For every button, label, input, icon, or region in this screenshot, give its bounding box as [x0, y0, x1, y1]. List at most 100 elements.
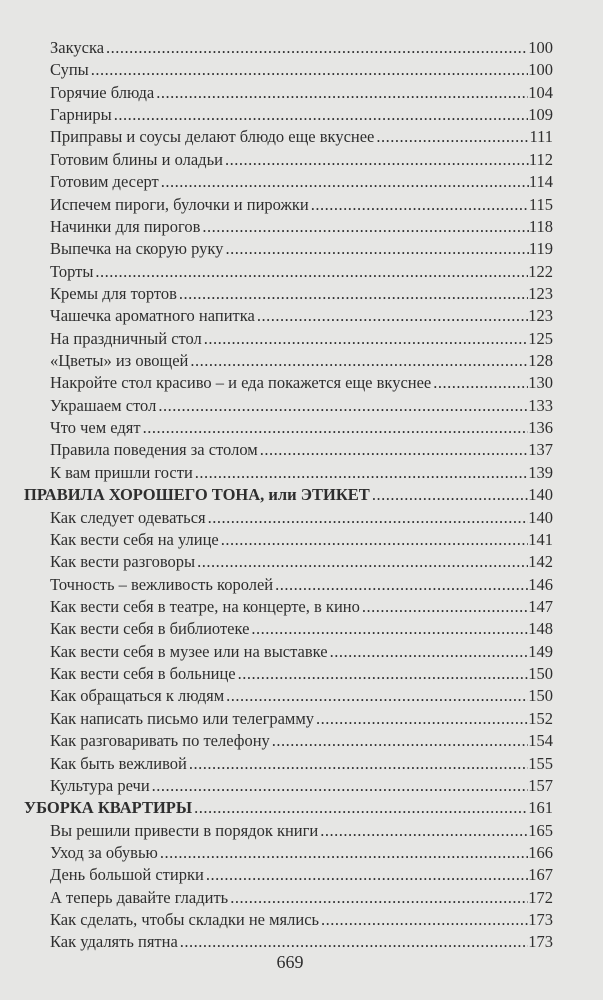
toc-entry-page: 148 — [528, 619, 553, 639]
toc-entry: Как сделать, чтобы складки не мялись 173 — [0, 909, 603, 931]
toc-entry-page: 118 — [528, 216, 553, 236]
toc-entry: Как следует одеваться 140 — [0, 507, 603, 529]
toc-entry-title: Закуска — [50, 38, 105, 57]
toc-entry: Как разговаривать по телефону 154 — [0, 730, 603, 752]
toc-entry-title: Супы — [50, 60, 89, 80]
toc-entry-title: Культура речи — [50, 775, 150, 795]
dot-leader — [158, 395, 528, 417]
dot-leader — [251, 618, 528, 640]
dot-leader — [320, 820, 528, 842]
toc-entry: Как написать письмо или телеграмму 152 — [0, 708, 603, 730]
dot-leader — [180, 931, 528, 953]
toc-entry: Приправы и соусы делают блюдо еще вкусне… — [0, 126, 603, 148]
dot-leader — [330, 641, 529, 663]
toc-entry: Правила поведения за столом 137 — [0, 439, 603, 461]
toc-entry-title: К вам пришли гости — [50, 462, 193, 482]
dot-leader — [226, 685, 528, 707]
dot-leader — [433, 372, 528, 394]
toc-entry-title: УБОРКА КВАРТИРЫ — [24, 798, 193, 818]
toc-entry-title: Как следует одеваться — [50, 507, 206, 527]
toc-entry-page: 130 — [528, 373, 553, 393]
page-number: 669 — [276, 952, 304, 972]
toc-entry-title: Что чем едят — [50, 418, 141, 438]
dot-leader — [143, 417, 529, 439]
toc-entry-title: А теперь давайте гладить — [50, 887, 229, 907]
toc-entry-title: Как написать письмо или телеграмму — [50, 708, 315, 728]
toc-entry: Испечем пироги, булочки и пирожки 115 — [0, 194, 603, 216]
dot-leader — [204, 328, 528, 350]
toc-entry: Точность – вежливость королей 146 — [0, 574, 603, 596]
toc-entry: Как удалять пятна 173 — [0, 931, 603, 953]
toc-entry: На праздничный стол 125 — [0, 328, 603, 350]
toc-entry-title: «Цветы» из овощей — [50, 351, 189, 371]
toc-section-heading: УБОРКА КВАРТИРЫ 161 — [0, 797, 603, 819]
toc-entry-page: 100 — [528, 60, 553, 80]
toc-entry: Как быть вежливой 155 — [0, 753, 603, 775]
toc-entry-page: 109 — [528, 105, 553, 125]
toc-entry-page: 114 — [528, 172, 553, 192]
toc-entry: Начинки для пирогов 118 — [0, 216, 603, 238]
toc-entry-page: 155 — [528, 753, 553, 773]
toc-entry-page: 161 — [528, 798, 553, 818]
dot-leader — [161, 171, 529, 193]
toc-entry-title: Вы решили привести в порядок книги — [50, 820, 319, 840]
dot-leader — [208, 507, 529, 529]
toc-entry-page: 123 — [528, 306, 553, 326]
toc-entry-title: Готовим десерт — [50, 172, 159, 192]
toc-entry-page: 173 — [528, 932, 553, 952]
toc-entry-title: Готовим блины и оладьи — [50, 149, 223, 169]
toc-entry-title: Чашечка ароматного напитка — [50, 306, 255, 326]
toc-entry-page: 150 — [528, 664, 553, 684]
toc-entry-page: 111 — [529, 127, 553, 147]
dot-leader — [156, 82, 528, 104]
toc-entry: Закуска 100 — [0, 37, 603, 59]
toc-entry-title: Начинки для пирогов — [50, 216, 201, 236]
toc-entry: Готовим десерт 114 — [0, 171, 603, 193]
toc-entry-title: На праздничный стол — [50, 328, 202, 348]
toc-entry-page: 172 — [528, 887, 553, 907]
toc-entry-page: 157 — [528, 775, 553, 795]
dot-leader — [206, 864, 528, 886]
toc-entry: Уход за обувью 166 — [0, 842, 603, 864]
toc-entry-title: День большой стирки — [50, 865, 204, 885]
toc-entry-title: Как удалять пятна — [50, 932, 178, 952]
toc-entry-title: Кремы для тортов — [50, 283, 177, 303]
toc-section-heading: ПРАВИЛА ХОРОШЕГО ТОНА, или ЭТИКЕТ 140 — [0, 484, 603, 506]
toc-entry: Как обращаться к людям 150 — [0, 685, 603, 707]
dot-leader — [257, 305, 528, 327]
dot-leader — [272, 730, 528, 752]
toc-entry-page: 152 — [528, 708, 553, 728]
toc-entry: Украшаем стол 133 — [0, 395, 603, 417]
toc-entry: Что чем едят 136 — [0, 417, 603, 439]
dot-leader — [238, 663, 529, 685]
toc-entry-title: Как сделать, чтобы складки не мялись — [50, 910, 320, 930]
dot-leader — [225, 149, 529, 171]
dot-leader — [221, 529, 529, 551]
dot-leader — [190, 350, 528, 372]
dot-leader — [275, 574, 528, 596]
toc-entry-page: 150 — [528, 686, 553, 706]
toc-entry-title: Выпечка на скорую руку — [50, 239, 224, 259]
toc-entry-page: 142 — [528, 552, 553, 572]
toc-entry-page: 140 — [528, 507, 553, 527]
toc-entry-page: 122 — [528, 261, 553, 281]
dot-leader — [225, 238, 528, 260]
toc-entry-title: ПРАВИЛА ХОРОШЕГО ТОНА, или ЭТИКЕТ — [24, 485, 370, 505]
dot-leader — [197, 551, 528, 573]
toc-entry-title: Испечем пироги, булочки и пирожки — [50, 194, 309, 214]
toc-entry: Кремы для тортов 123 — [0, 283, 603, 305]
toc-entry: Выпечка на скорую руку 119 — [0, 238, 603, 260]
toc-entry-page: 137 — [528, 440, 553, 460]
toc-entry-page: 112 — [528, 149, 553, 169]
dot-leader — [202, 216, 528, 238]
dot-leader — [195, 462, 528, 484]
toc-entry-title: Как быть вежливой — [50, 753, 187, 773]
dot-leader — [95, 261, 528, 283]
toc-entry-title: Торты — [50, 261, 94, 281]
toc-entry: Как вести себя в библиотеке 148 — [0, 618, 603, 640]
toc-entry-title: Как обращаться к людям — [50, 686, 225, 706]
toc-entry-page: 128 — [528, 351, 553, 371]
toc-entry: Чашечка ароматного напитка 123 — [0, 305, 603, 327]
toc-entry: А теперь давайте гладить 172 — [0, 887, 603, 909]
toc-entry-page: 100 — [528, 38, 553, 57]
